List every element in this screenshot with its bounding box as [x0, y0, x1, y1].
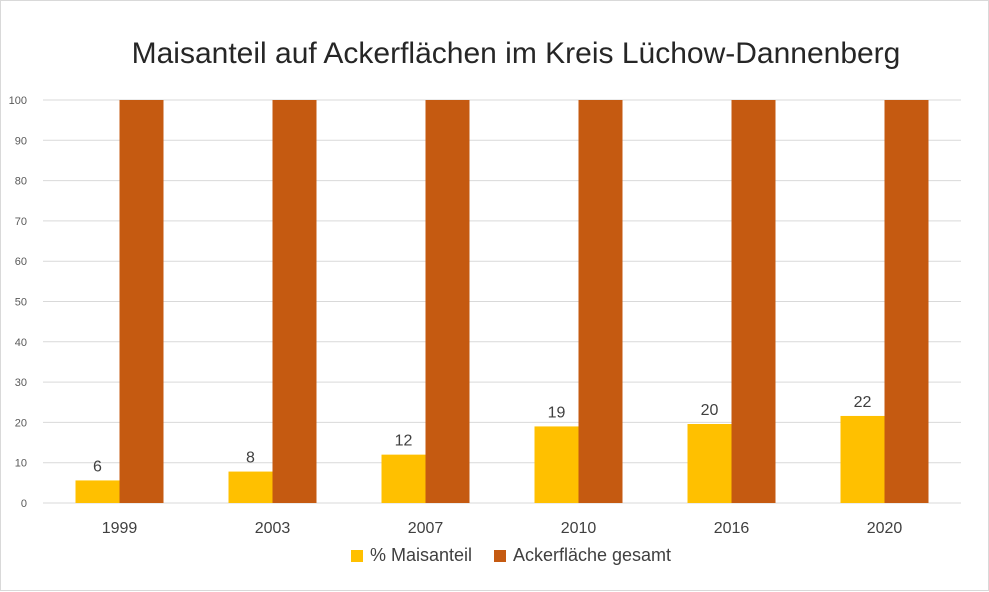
legend-label-ackerflaeche: Ackerfläche gesamt — [512, 545, 672, 565]
data-label-maisanteil: 8 — [246, 450, 255, 467]
bar-ackerflaeche — [272, 100, 317, 503]
bar-maisanteil — [687, 424, 732, 503]
legend-swatch-ackerflaeche — [493, 549, 506, 562]
y-tick-label: 60 — [15, 256, 27, 268]
y-tick-label: 40 — [15, 337, 27, 349]
y-tick-label: 0 — [21, 498, 27, 510]
bar-maisanteil — [840, 415, 885, 503]
y-tick-label: 70 — [15, 216, 27, 228]
bar-ackerflaeche — [578, 100, 623, 503]
y-tick-label: 50 — [15, 297, 27, 309]
x-tick-label: 2016 — [714, 520, 750, 537]
y-tick-label: 90 — [15, 135, 27, 147]
x-tick-label: 2010 — [561, 520, 597, 537]
bar-ackerflaeche — [119, 100, 164, 503]
bar-maisanteil — [381, 454, 426, 503]
y-tick-label: 100 — [9, 95, 27, 107]
data-label-maisanteil: 22 — [854, 394, 872, 411]
data-label-maisanteil: 12 — [395, 433, 413, 450]
legend-label-maisanteil: % Maisanteil — [369, 545, 472, 565]
chart-title: Maisanteil auf Ackerflächen im Kreis Lüc… — [131, 37, 901, 70]
y-tick-label: 30 — [15, 377, 27, 389]
legend-item-ackerflaeche: Ackerfläche gesamt — [493, 545, 672, 566]
legend-swatch-maisanteil — [350, 549, 363, 562]
x-tick-label: 1999 — [102, 520, 138, 537]
x-tick-label: 2003 — [255, 520, 291, 537]
legend-item-maisanteil: % Maisanteil — [350, 545, 472, 566]
x-tick-label: 2020 — [867, 520, 903, 537]
bar-maisanteil — [75, 480, 120, 503]
data-label-maisanteil: 19 — [548, 404, 566, 421]
bar-ackerflaeche — [731, 100, 776, 503]
bar-ackerflaeche — [425, 100, 470, 503]
bar-ackerflaeche — [884, 100, 929, 503]
bar-maisanteil — [534, 426, 579, 503]
legend: % Maisanteil Ackerfläche gesamt — [1, 545, 989, 566]
y-tick-label: 10 — [15, 458, 27, 470]
x-tick-label: 2007 — [408, 520, 444, 537]
y-tick-label: 20 — [15, 417, 27, 429]
data-label-maisanteil: 20 — [701, 402, 719, 419]
data-label-maisanteil: 6 — [93, 458, 102, 475]
y-tick-label: 80 — [15, 176, 27, 188]
bar-maisanteil — [228, 471, 273, 503]
